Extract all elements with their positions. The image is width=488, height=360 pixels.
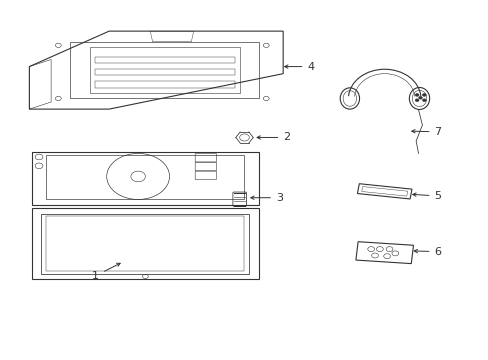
Text: 2: 2 [257, 132, 290, 143]
Text: 3: 3 [250, 193, 283, 203]
Circle shape [422, 94, 426, 96]
Circle shape [414, 99, 418, 102]
Circle shape [422, 99, 426, 102]
Circle shape [414, 94, 418, 96]
Text: 1: 1 [92, 263, 120, 281]
Text: 4: 4 [284, 62, 314, 72]
Text: 7: 7 [411, 127, 441, 137]
Text: 6: 6 [413, 247, 441, 257]
Text: 5: 5 [412, 191, 441, 201]
Circle shape [418, 96, 422, 99]
